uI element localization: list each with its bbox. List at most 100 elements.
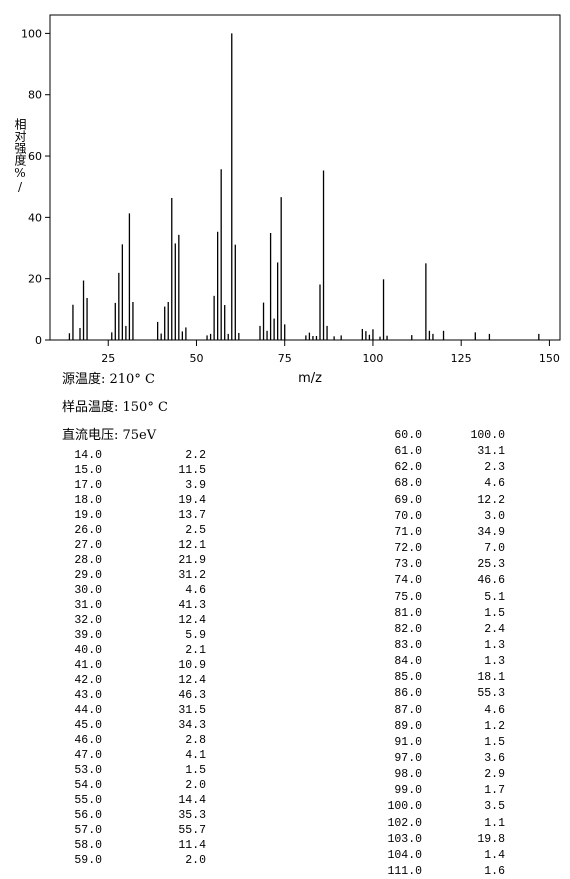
table-cell: 111.0 [387, 865, 422, 879]
table-cell: 12.2 [477, 493, 505, 507]
table-cell: 13.7 [178, 509, 206, 522]
table-cell: 14.4 [178, 794, 206, 807]
table-cell: 59.0 [74, 854, 102, 867]
table-cell: 55.7 [178, 824, 206, 837]
table-cell: 14.0 [74, 449, 102, 462]
table-cell: 2.2 [185, 449, 206, 462]
table-cell: 57.0 [74, 824, 102, 837]
table-cell: 1.7 [484, 784, 505, 798]
table-cell: 1.4 [484, 848, 505, 862]
table-cell: 83.0 [394, 638, 422, 652]
table-cell: 89.0 [394, 719, 422, 733]
y-tick-label: 0 [35, 334, 42, 347]
table-cell: 87.0 [394, 703, 422, 717]
y-tick-label: 100 [21, 27, 42, 40]
table-cell: 103.0 [387, 832, 422, 846]
table-cell: 68.0 [394, 477, 422, 491]
table-cell: 75.0 [394, 590, 422, 604]
y-tick-label: 60 [28, 150, 42, 163]
table-cell: 31.1 [477, 445, 505, 459]
plot-frame [49, 14, 561, 341]
table-cell: 82.0 [394, 622, 422, 636]
table-cell: 40.0 [74, 644, 102, 657]
x-tick-label: 150 [539, 352, 560, 365]
table-cell: 27.0 [74, 539, 102, 552]
table-cell: 56.0 [74, 809, 102, 822]
table-cell: 61.0 [394, 445, 422, 459]
x-tick-label: 100 [362, 352, 383, 365]
table-cell: 43.0 [74, 689, 102, 702]
table-cell: 3.0 [484, 509, 505, 523]
table-cell: 69.0 [394, 493, 422, 507]
table-cell: 11.5 [178, 464, 206, 477]
table-cell: 46.3 [178, 689, 206, 702]
table-cell: 4.6 [484, 703, 505, 717]
table-cell: 2.0 [185, 779, 206, 792]
table-cell: 4.1 [185, 749, 206, 762]
table-cell: 1.5 [185, 764, 206, 777]
annotation: 源温度: 210° C [62, 372, 155, 387]
table-cell: 86.0 [394, 687, 422, 701]
table-cell: 2.3 [484, 461, 505, 475]
table-cell: 1.2 [484, 719, 505, 733]
table-cell: 3.5 [484, 800, 505, 814]
table-cell: 34.3 [178, 719, 206, 732]
table-cell: 100.0 [387, 800, 422, 814]
table-cell: 25.3 [477, 558, 505, 572]
x-tick-label: 125 [451, 352, 472, 365]
y-tick-label: 20 [28, 273, 42, 286]
table-cell: 26.0 [74, 524, 102, 537]
table-cell: 31.5 [178, 704, 206, 717]
table-cell: 1.5 [484, 606, 505, 620]
table-cell: 55.3 [477, 687, 505, 701]
table-cell: 4.6 [185, 584, 206, 597]
table-cell: 99.0 [394, 784, 422, 798]
x-tick-label: 25 [101, 352, 115, 365]
table-cell: 12.1 [178, 539, 206, 552]
x-tick-label: 50 [189, 352, 203, 365]
table-cell: 1.3 [484, 638, 505, 652]
table-cell: 1.1 [484, 816, 505, 830]
table-cell: 4.6 [484, 477, 505, 491]
table-cell: 47.0 [74, 749, 102, 762]
table-cell: 30.0 [74, 584, 102, 597]
table-cell: 1.6 [484, 865, 505, 879]
table-cell: 70.0 [394, 509, 422, 523]
table-cell: 73.0 [394, 558, 422, 572]
table-cell: 3.6 [484, 752, 505, 765]
table-cell: 28.0 [74, 554, 102, 567]
table-cell: 2.8 [185, 734, 206, 747]
table-cell: 84.0 [394, 655, 422, 669]
y-axis-label: 相对强度%/ [13, 118, 27, 194]
table-cell: 2.5 [185, 524, 206, 537]
table-cell: 44.0 [74, 704, 102, 717]
table-cell: 91.0 [394, 735, 422, 749]
y-tick-label: 40 [28, 211, 42, 224]
table-cell: 19.8 [477, 832, 505, 846]
table-cell: 74.0 [394, 574, 422, 588]
table-cell: 71.0 [394, 525, 422, 539]
x-axis-label: m/z [298, 371, 322, 386]
table-cell: 12.4 [178, 674, 206, 687]
table-cell: 7.0 [484, 542, 505, 556]
table-cell: 104.0 [387, 848, 422, 862]
table-cell: 81.0 [394, 606, 422, 620]
table-cell: 39.0 [74, 629, 102, 642]
table-cell: 102.0 [387, 816, 422, 830]
table-cell: 32.0 [74, 614, 102, 627]
table-cell: 2.4 [484, 622, 505, 636]
annotation: 直流电压: 75eV [62, 428, 157, 443]
table-cell: 2.1 [185, 644, 206, 657]
table-cell: 72.0 [394, 542, 422, 556]
table-cell: 17.0 [74, 479, 102, 492]
table-cell: 35.3 [178, 809, 206, 822]
table-cell: 18.1 [477, 671, 505, 685]
table-cell: 3.9 [185, 479, 206, 492]
table-cell: 11.4 [178, 839, 206, 852]
table-cell: 1.5 [484, 735, 505, 749]
table-cell: 42.0 [74, 674, 102, 687]
table-cell: 2.0 [185, 854, 206, 867]
table-cell: 62.0 [394, 461, 422, 475]
x-tick-label: 75 [278, 352, 292, 365]
